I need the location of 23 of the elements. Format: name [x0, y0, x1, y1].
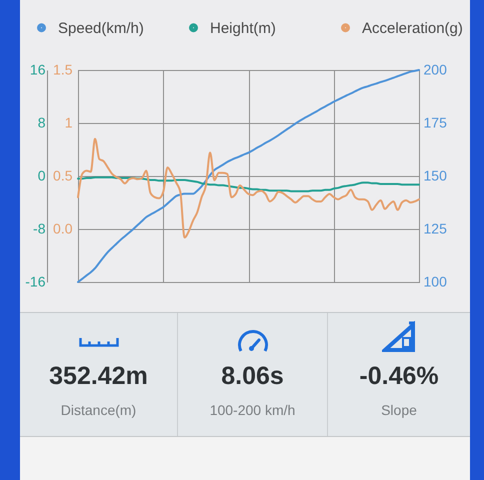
text: 100-200 km/h: [208, 402, 296, 418]
y-tick-label: 16: [30, 62, 46, 78]
legend-label: Acceleration(g): [362, 20, 463, 37]
text: Slope: [380, 402, 418, 418]
y2-tick-label: 150: [424, 168, 448, 184]
text: -0.46%: [358, 362, 440, 391]
y3-tick-label: 0.5: [53, 168, 73, 184]
text: Distance(m): [60, 402, 138, 418]
legend-label: Height(m): [210, 20, 276, 37]
y2-tick-label: 100: [424, 274, 448, 290]
y-tick-label: 0: [38, 168, 46, 184]
y-tick-label: -8: [33, 220, 46, 236]
y2-tick-label: 200: [424, 62, 448, 78]
y2-tick-label: 125: [424, 220, 448, 236]
y-tick-label: 8: [38, 114, 46, 130]
text: 352.42m: [48, 362, 149, 391]
y-tick-label: -16: [25, 274, 46, 290]
y2-tick-label: 175: [424, 114, 448, 130]
legend-label: Speed(km/h): [58, 20, 144, 37]
y3-tick-label: 0.0: [53, 220, 73, 236]
y3-tick-label: 1.5: [53, 62, 73, 78]
y3-tick-label: 1: [64, 114, 73, 130]
text: 8.06s: [220, 362, 285, 391]
